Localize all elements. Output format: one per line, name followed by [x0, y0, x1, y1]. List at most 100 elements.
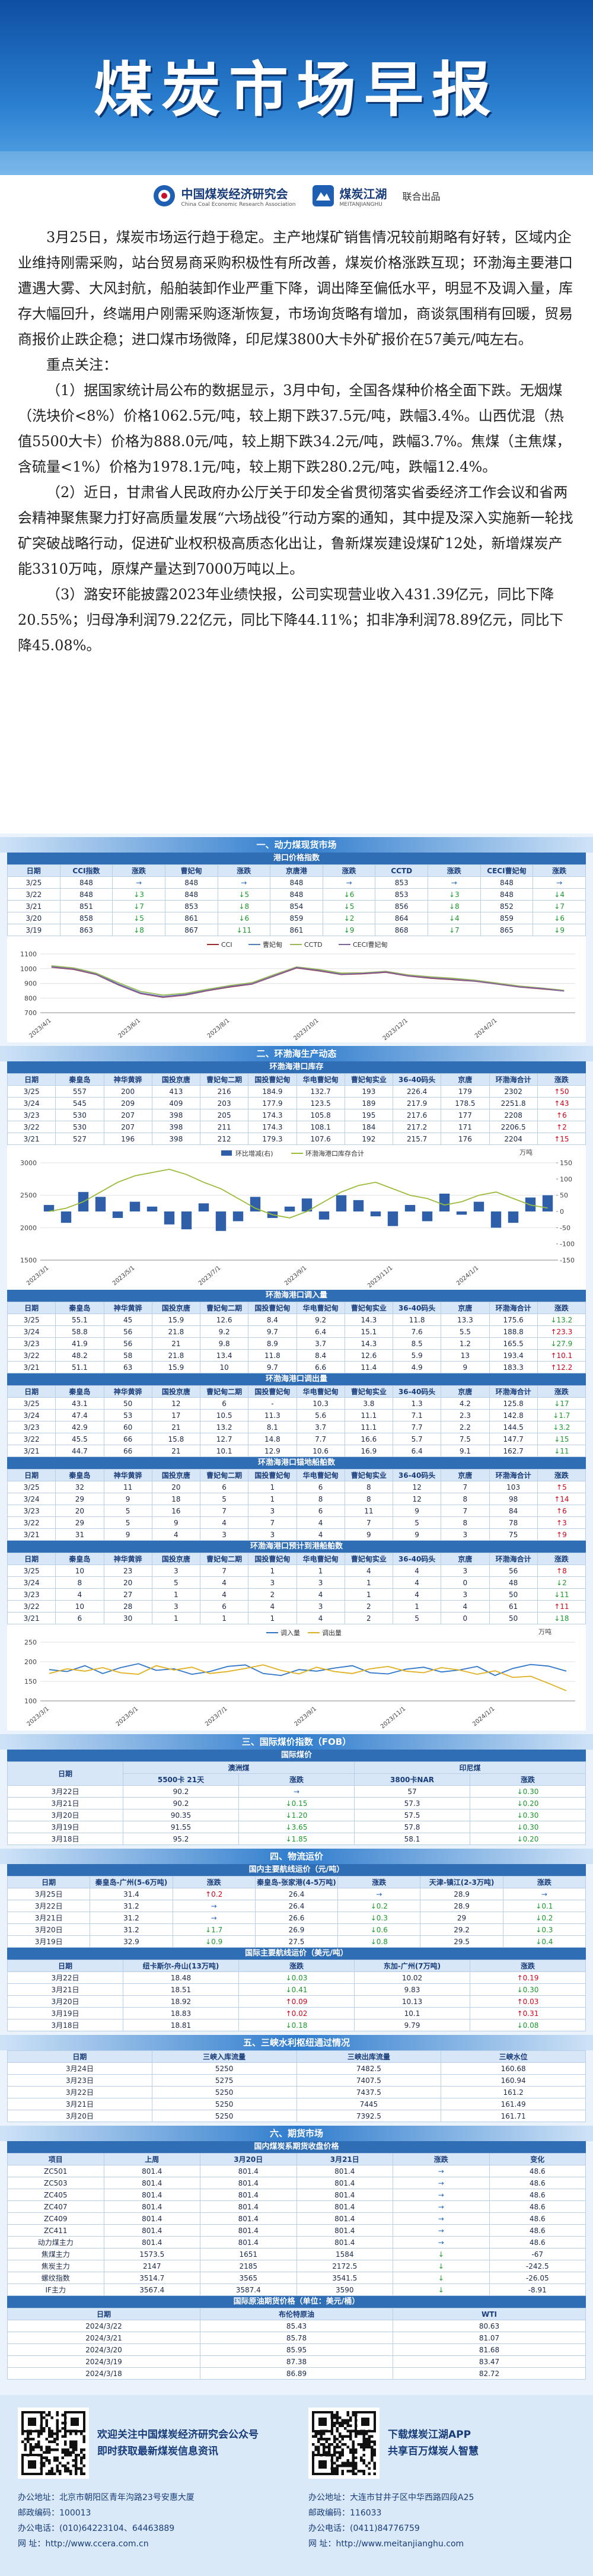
qr-dot: [75, 2464, 78, 2467]
table-row: 3/21 851 ↓7 853 ↓8 854 ↓5 856 ↓8 852 ↓7: [7, 900, 586, 912]
bar: [215, 1211, 227, 1231]
table-cell: 8.4: [248, 1314, 297, 1326]
table-cell: ↓3: [428, 888, 481, 901]
summary: 3月25日，煤炭市场运行趋于稳定。主产地煤矿销售情况较前期略有好转，区域内企业维…: [0, 217, 593, 834]
table-cell: 16: [151, 1505, 201, 1517]
qr-finder: [28, 2418, 36, 2426]
column-header: 国投京唐: [151, 1385, 201, 1398]
qr-dot: [352, 2454, 355, 2457]
table-row: IF主力 3567.4 3587.4 3590 ↓ -8.91: [7, 2284, 586, 2296]
table-row: 3月20日 31.2 ↓1.7 26.9 ↓0.6 29.2 ↓0.3: [7, 1923, 586, 1936]
table-cell: 5: [392, 1612, 442, 1624]
table-cell: 29.2: [420, 1923, 503, 1936]
table-cell: 5.6: [296, 1409, 345, 1421]
table-cell: 9.7: [248, 1361, 297, 1373]
legend-label: 调出量: [322, 1629, 342, 1637]
table-cell: 85.43: [200, 2320, 393, 2332]
table-title: 国际原油期货价格（单位：美元/桶）: [7, 2296, 586, 2308]
column-header: 日期: [7, 1385, 56, 1398]
qr-dot: [32, 2448, 35, 2451]
paragraph: （3）潞安环能披露2023年业绩快报，公司实现营业收入431.39亿元，同比下降…: [18, 586, 564, 654]
table-cell: 161.71: [441, 2110, 586, 2122]
column-header: 上周: [103, 2153, 200, 2165]
table-cell: 801.4: [296, 2189, 393, 2201]
table-cell: ↓0.03: [238, 1971, 355, 1984]
chart: 700 800 900 1000 1100 2023/4/1 2023/6/1 2023/8/…: [20, 940, 575, 1042]
table-cell: 焦煤主力: [7, 2248, 104, 2260]
qr-dot: [362, 2459, 365, 2462]
table-cell: 28.9: [420, 1888, 503, 1900]
table-cell: 3/24: [7, 1409, 56, 1421]
table-cell: 398: [151, 1109, 201, 1121]
table-cell: 16.9: [344, 1445, 394, 1457]
table-cell: 3月22日: [7, 2086, 152, 2098]
qr-dot: [75, 2461, 78, 2464]
bar: [439, 1193, 450, 1211]
table-cell: 2.2: [441, 1421, 490, 1433]
table-cell: 48.6: [489, 2224, 586, 2237]
table-cell: ↓0.2: [502, 1912, 586, 1924]
table-cell: ↓0.30: [470, 1809, 586, 1821]
qr-dot: [371, 2451, 374, 2454]
legend-label: CCTD: [304, 941, 323, 949]
table-cell: 10.6: [296, 1445, 345, 1457]
data-table: 日期 秦皇岛 神华黄骅 国投京唐 曹妃甸二期 国投曹妃甸 华电曹妃甸 曹妃甸实业 36-40码头…: [7, 1553, 586, 1624]
qr-dot: [82, 2454, 85, 2457]
table-block: 国内煤炭系期货收盘价格 项目 上周 3月20日 3月21日 涨跌 变化 ZC501 801.4 8…: [7, 2141, 586, 2296]
qr-dot: [75, 2440, 78, 2443]
table-cell: 12.7: [199, 1433, 249, 1445]
table-cell: 57: [354, 1785, 470, 1798]
table-cell: 1573.5: [103, 2248, 200, 2260]
bar: [490, 1211, 502, 1228]
table-cell: 801.4: [103, 2212, 200, 2225]
paragraph: （2）近日，甘肃省人民政府办公厅关于印发全省贯彻落实省委经济工作会议和省两会精神…: [18, 484, 573, 577]
column-header: 华电曹妃甸: [296, 1073, 345, 1086]
line-series: [51, 965, 565, 996]
table-row: 2024/3/19 87.38 83.47: [7, 2355, 586, 2368]
column-header: 环渤海合计: [489, 1385, 538, 1398]
qr-dot: [344, 2443, 347, 2446]
column-header: 涨跌: [537, 1302, 586, 1314]
qr-dot: [355, 2456, 358, 2459]
table-row: 2024/3/22 85.43 80.63: [7, 2320, 586, 2332]
table-cell: ↑5: [537, 1481, 586, 1493]
table-cell: ↓9: [322, 924, 376, 936]
table-cell: 2: [344, 1612, 394, 1624]
column-header: 神华黄骅: [103, 1302, 152, 1314]
table-cell: 3/23: [7, 1588, 56, 1601]
x-tick-label: 2023/9/1: [283, 1265, 308, 1287]
qr-dot: [37, 2435, 40, 2438]
qr-dot: [59, 2461, 62, 2464]
qr-dot: [61, 2456, 64, 2459]
line-series: [49, 1168, 548, 1219]
column-header: 日期: [7, 1073, 56, 1086]
column-header: 国投曹妃甸: [248, 1073, 297, 1086]
table-cell: 9: [344, 1528, 394, 1541]
table-cell: 853: [375, 876, 428, 889]
table-cell: 11.3: [248, 1409, 297, 1421]
column-header: 环渤海合计: [489, 1302, 538, 1314]
data-table: 日期 秦皇岛 神华黄骅 国投京唐 曹妃甸二期 国投曹妃甸 华电曹妃甸 曹妃甸实业 36-40码头…: [7, 1073, 586, 1145]
table-cell: ↑0.09: [238, 1995, 355, 2008]
table-cell: 48.6: [489, 2212, 586, 2225]
column-header: 36-40码头: [392, 1385, 442, 1398]
x-tick-label: 2023/11/1: [366, 1265, 394, 1287]
table-cell: 179: [441, 1085, 490, 1098]
table-cell: 4: [392, 1576, 442, 1589]
table-cell: IF主力: [7, 2284, 104, 2296]
table-cell: ZC411: [7, 2224, 104, 2237]
table-cell: 3: [248, 1505, 297, 1517]
qr-dot: [333, 2440, 336, 2443]
table-cell: 5.9: [392, 1349, 442, 1362]
qr-dot: [373, 2461, 376, 2464]
column-header: 日期: [7, 1761, 123, 1786]
qr-dot: [312, 2443, 315, 2446]
table-cell: 217.9: [392, 1097, 442, 1109]
bar: [508, 1211, 519, 1223]
table-row: 3/23 4 27 1 4 2 4 1 4 3 50 ↓11: [7, 1588, 586, 1601]
caption-line: 下载煤炭江湖APP: [388, 2429, 471, 2441]
column-header: 东加-广州(7万吨): [354, 1960, 470, 1972]
header-row: 5500卡 21天 涨跌 3800卡NAR 涨跌: [8, 1773, 586, 1786]
column-header: 涨跌: [537, 1469, 586, 1481]
table-cell: 28: [103, 1600, 152, 1613]
